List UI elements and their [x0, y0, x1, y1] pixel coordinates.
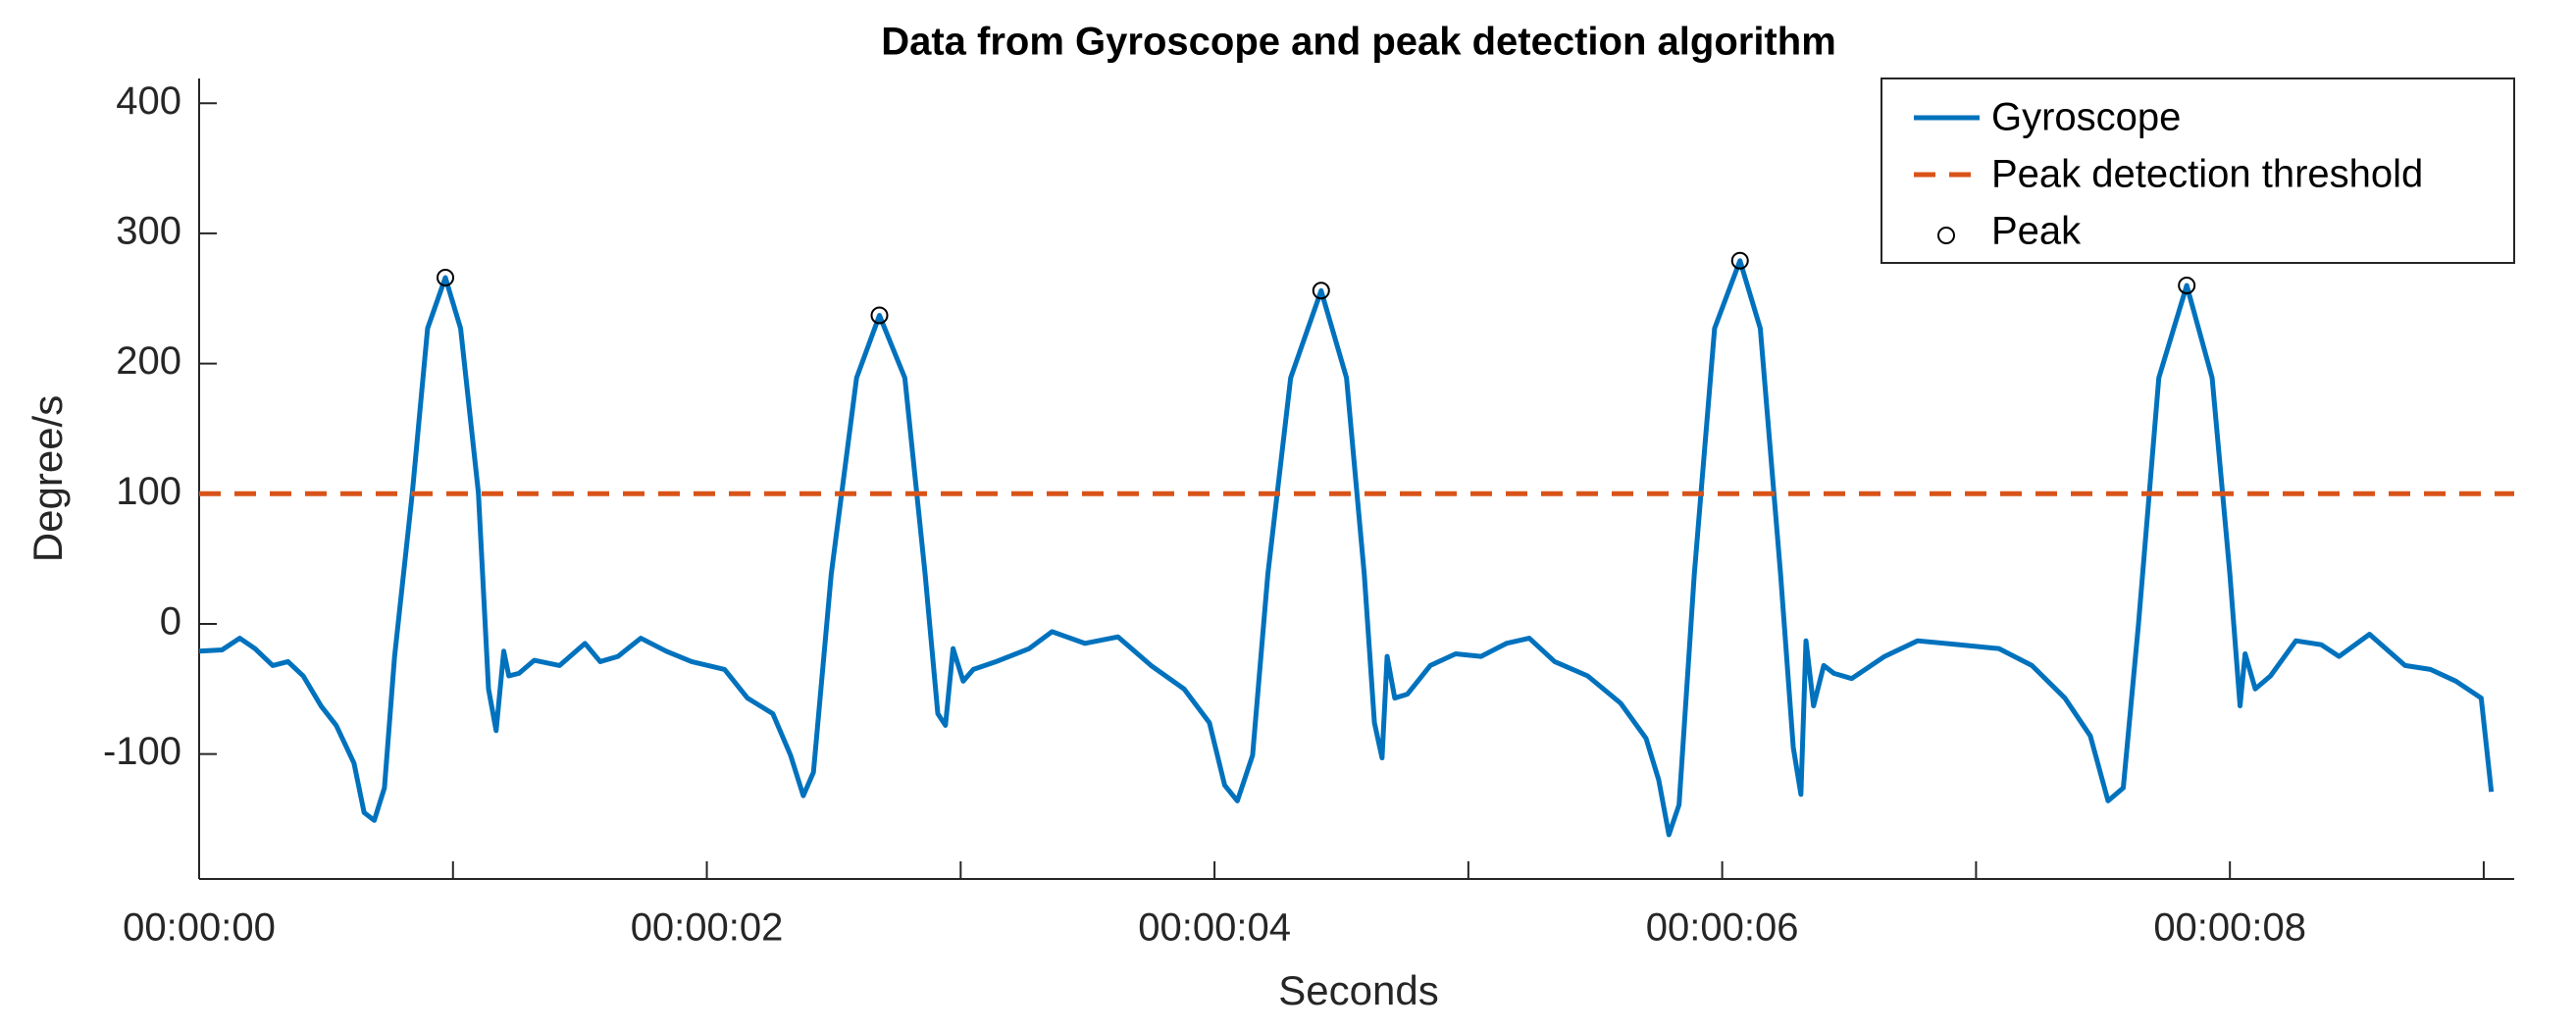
peak-marker: [1312, 282, 1330, 300]
y-axis-label: Degree/s: [25, 395, 71, 562]
legend-label: Peak detection threshold: [1991, 153, 2423, 196]
legend-label: Peak: [1991, 210, 2082, 253]
legend-box: [1880, 77, 2515, 264]
x-tick-label: 00:00:04: [1138, 906, 1291, 950]
x-tick-label: 00:00:08: [2153, 906, 2306, 950]
peak-marker: [1730, 251, 1749, 270]
x-axis-label: Seconds: [1278, 967, 1438, 1013]
x-tick-label: 00:00:00: [123, 906, 276, 950]
legend-label: Gyroscope: [1991, 96, 2181, 139]
peak-marker: [870, 306, 889, 325]
y-tick-label: 400: [116, 79, 181, 123]
y-tick-label: -100: [103, 730, 181, 773]
y-tick-label: 200: [116, 339, 181, 383]
peak-marker: [437, 269, 455, 287]
y-tick-label: 0: [160, 600, 181, 644]
y-tick-label: 300: [116, 209, 181, 252]
x-tick-label: 00:00:02: [631, 906, 784, 950]
chart-title: Data from Gyroscope and peak detection a…: [881, 21, 1836, 64]
peak-marker: [2178, 276, 2196, 294]
x-tick-label: 00:00:06: [1646, 906, 1799, 950]
y-tick-label: 100: [116, 470, 181, 513]
legend-marker: [1937, 227, 1955, 244]
data-line: [198, 258, 2495, 838]
